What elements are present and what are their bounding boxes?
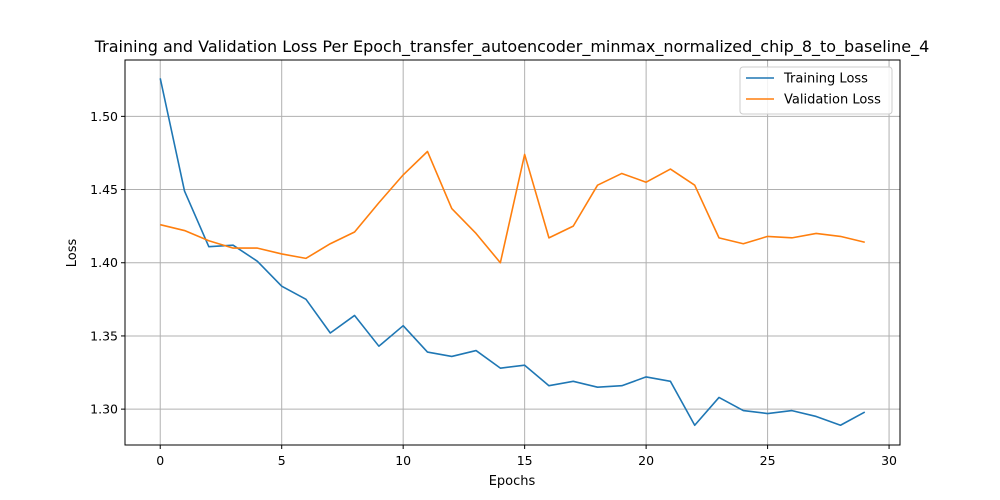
legend-box xyxy=(739,66,893,115)
x-axis-label: Epochs xyxy=(489,474,536,489)
y-tick-label: 1.40 xyxy=(90,255,118,270)
x-tick-label: 5 xyxy=(278,453,286,468)
chart-title: Training and Validation Loss Per Epoch_t… xyxy=(94,37,930,57)
series-line-1 xyxy=(160,150,865,264)
ticks: 0 5 10 15 20 25 30 1.30 1.35 1.40 1.45 1.50 xyxy=(90,109,897,468)
x-tick-label: 25 xyxy=(760,453,776,468)
grid xyxy=(125,60,900,445)
x-tick-label: 10 xyxy=(395,453,411,468)
x-tick-label: 30 xyxy=(881,453,897,468)
legend: Training Loss Validation Loss xyxy=(739,66,893,115)
y-tick-label: 1.50 xyxy=(90,109,118,124)
x-tick-label: 0 xyxy=(156,453,164,468)
y-axis-label: Loss xyxy=(65,239,80,268)
plot-frame xyxy=(124,59,901,446)
y-tick-label: 1.30 xyxy=(90,402,118,417)
x-tick-label: 20 xyxy=(638,453,654,468)
y-tick-label: 1.35 xyxy=(90,328,118,343)
y-tick-label: 1.45 xyxy=(90,182,118,197)
series-layer xyxy=(159,78,866,427)
legend-label: Training Loss xyxy=(783,72,868,87)
x-tick-label: 15 xyxy=(517,453,533,468)
legend-label: Validation Loss xyxy=(784,93,881,108)
series-line-0 xyxy=(159,78,866,427)
